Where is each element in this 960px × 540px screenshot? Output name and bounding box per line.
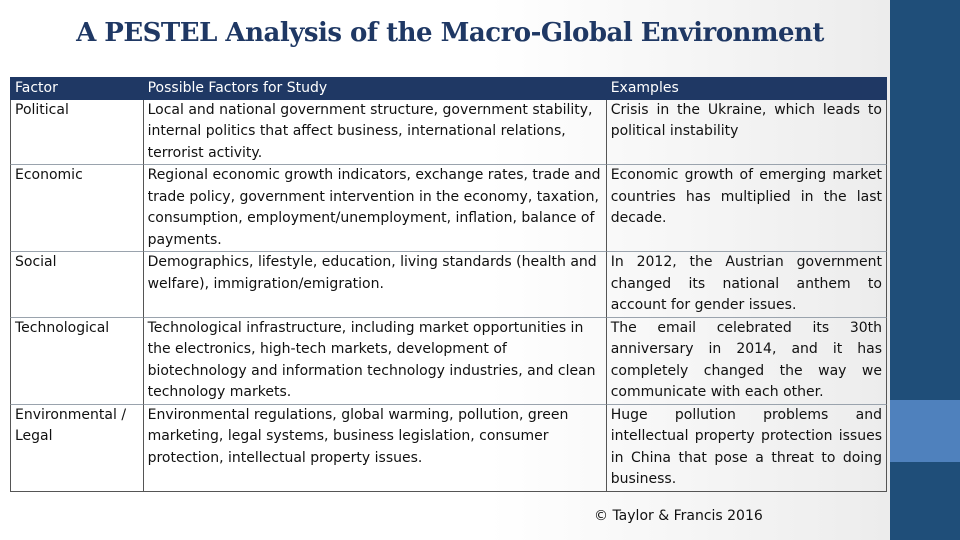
examples-cell: Crisis in the Ukraine, which leads to po… <box>606 99 887 165</box>
factor-cell: Economic <box>10 165 143 252</box>
header-examples: Examples <box>606 77 887 100</box>
table-row: Economic Regional economic growth indica… <box>10 165 887 252</box>
possible-factors-cell: Regional economic growth indicators, exc… <box>142 165 607 252</box>
copyright-notice: © Taylor & Francis 2016 <box>594 508 763 524</box>
factor-cell: Political <box>10 99 143 165</box>
table-row: Political Local and national government … <box>10 99 887 165</box>
decorative-sidebar-accent <box>890 400 960 462</box>
examples-cell: Huge pollution problems and intellectual… <box>606 404 887 492</box>
factor-cell: Environmental / Legal <box>10 404 143 492</box>
table-header-row: Factor Possible Factors for Study Exampl… <box>10 77 887 100</box>
header-factor: Factor <box>10 77 143 100</box>
examples-cell: Economic growth of emerging market count… <box>606 165 887 252</box>
factor-cell: Social <box>10 252 143 318</box>
header-possible-factors: Possible Factors for Study <box>142 77 607 100</box>
possible-factors-cell: Environmental regulations, global warmin… <box>142 404 607 492</box>
possible-factors-cell: Technological infrastructure, including … <box>142 317 607 405</box>
table-row: Social Demographics, lifestyle, educatio… <box>10 252 887 318</box>
table-row: Environmental / Legal Environmental regu… <box>10 404 887 492</box>
table-row: Technological Technological infrastructu… <box>10 317 887 405</box>
possible-factors-cell: Local and national government structure,… <box>142 99 607 165</box>
examples-cell: In 2012, the Austrian government changed… <box>606 252 887 318</box>
factor-cell: Technological <box>10 317 143 405</box>
examples-cell: The email celebrated its 30th anniversar… <box>606 317 887 405</box>
pestel-table: Factor Possible Factors for Study Exampl… <box>10 77 887 492</box>
slide-title: A PESTEL Analysis of the Macro-Global En… <box>76 18 824 48</box>
possible-factors-cell: Demographics, lifestyle, education, livi… <box>142 252 607 318</box>
